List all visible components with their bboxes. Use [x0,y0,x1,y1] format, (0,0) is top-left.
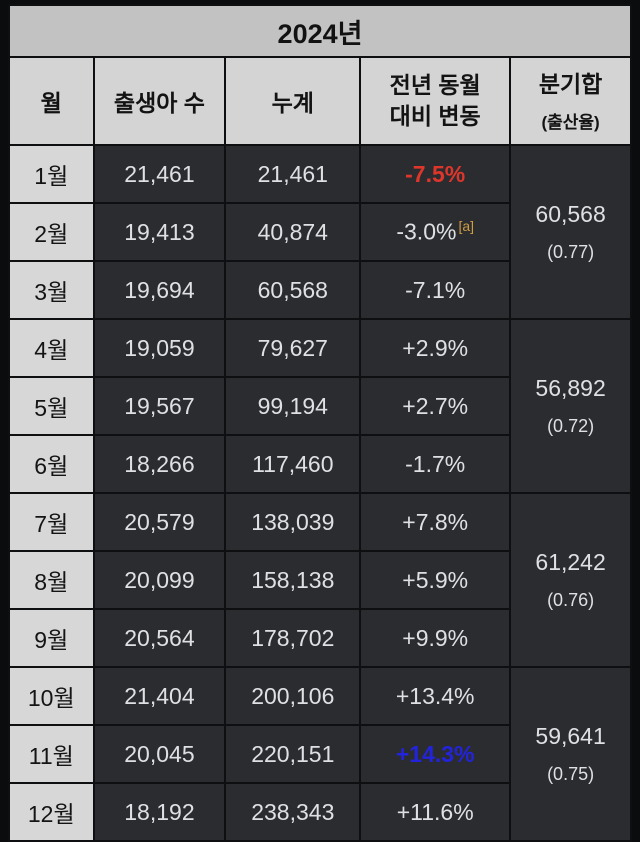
table-row-oct: 10월 21,404 200,106 +13.4% 59,641 (0.75) [8,666,632,842]
quarter-header-line1: 분기합 [538,70,603,97]
table-row-mar: 3월 19,694 60,568 -7.1% [8,260,631,320]
cumulative-cell: 238,343 [224,782,362,842]
table-row-may: 5월 19,567 99,194 +2.7% [8,376,631,436]
month-cell: 5월 [8,376,95,436]
births-cell: 19,413 [92,202,227,262]
quarter-birth-rate: (0.77) [547,242,595,262]
births-cell: 20,579 [92,492,227,552]
cumulative-cell: 99,194 [224,376,362,436]
month-cell: 6월 [8,434,95,494]
cumulative-cell: 178,702 [224,608,362,668]
quarter-birth-rate: (0.76) [547,590,595,610]
cumulative-cell: 60,568 [224,260,362,320]
yoy-change-cell: +5.9% [359,550,512,610]
col-header-quarter-total: 분기합 (출산율) [509,56,632,146]
quarter-birth-rate: (0.72) [547,416,595,436]
yoy-change-cell: -1.7% [359,434,512,494]
births-cell: 18,192 [92,782,227,842]
month-cell: 2월 [8,202,95,262]
table-row-jul: 7월 20,579 138,039 +7.8% 61,242 (0.76) [8,492,632,668]
yoy-header-line1: 전년 동월 [389,71,481,98]
month-cell: 1월 [8,144,95,204]
table-row-jan: 1월 21,461 21,461 -7.5% 60,568 (0.77) [8,144,632,320]
quarter-total-cell-q2: 56,892 (0.72) [509,318,632,494]
header-row: 월 출생아 수 누계 전년 동월 대비 변동 분기합 (출산율) [8,56,632,146]
cumulative-cell: 117,460 [224,434,362,494]
quarter-birth-rate: (0.75) [547,764,595,784]
table-row-jun: 6월 18,266 117,460 -1.7% [8,434,631,494]
cumulative-cell: 40,874 [224,202,362,262]
yoy-change-cell: -3.0% [a] [359,202,512,262]
yoy-change-cell: +9.9% [359,608,512,668]
births-cell: 21,404 [92,666,227,726]
month-cell: 9월 [8,608,95,668]
births-cell: 19,059 [92,318,227,378]
yoy-change-cell: -7.1% [359,260,512,320]
table-row-aug: 8월 20,099 158,138 +5.9% [8,550,631,610]
births-cell: 19,567 [92,376,227,436]
col-header-births: 출생아 수 [92,56,227,146]
table-row-sep: 9월 20,564 178,702 +9.9% [8,608,631,668]
col-header-yoy-change: 전년 동월 대비 변동 [359,56,512,146]
births-cell: 20,564 [92,608,227,668]
quarter-total-value: 59,641 [535,723,606,749]
cumulative-cell: 79,627 [224,318,362,378]
yoy-change-cell: +2.9% [359,318,512,378]
yoy-change-cell: +14.3% [359,724,512,784]
births-cell: 20,045 [92,724,227,784]
month-cell: 10월 [8,666,95,726]
col-header-month: 월 [8,56,95,146]
quarter-total-value: 56,892 [535,375,606,401]
quarter-header-line2: (출산율) [541,113,600,133]
cumulative-cell: 138,039 [224,492,362,552]
table-row-nov: 11월 20,045 220,151 +14.3% [8,724,631,784]
births-cell: 19,694 [92,260,227,320]
month-cell: 12월 [8,782,95,842]
yoy-change-cell: -7.5% [359,144,512,204]
cumulative-cell: 21,461 [224,144,362,204]
yoy-change-value: -3.0% [396,218,457,245]
births-cell: 20,099 [92,550,227,610]
table-row-feb: 2월 19,413 40,874 -3.0% [a] [8,202,631,262]
cumulative-cell: 158,138 [224,550,362,610]
yoy-change-cell: +2.7% [359,376,512,436]
table-title: 2024년 [8,4,632,58]
month-cell: 3월 [8,260,95,320]
birth-stats-table: 2024년 월 출생아 수 누계 전년 동월 대비 변동 분기합 (출산율) 1… [8,4,632,842]
col-header-cumulative: 누계 [224,56,362,146]
month-cell: 11월 [8,724,95,784]
yoy-header-line2: 대비 변동 [389,103,481,129]
births-cell: 21,461 [92,144,227,204]
yoy-change-cell: +11.6% [359,782,512,842]
month-cell: 4월 [8,318,95,378]
table-row-apr: 4월 19,059 79,627 +2.9% 56,892 (0.72) [8,318,632,494]
table-row-dec: 12월 18,192 238,343 +11.6% [8,782,631,842]
cumulative-cell: 200,106 [224,666,362,726]
month-cell: 8월 [8,550,95,610]
quarter-total-cell-q3: 61,242 (0.76) [509,492,632,668]
quarter-total-value: 60,568 [535,201,606,227]
yoy-change-cell: +13.4% [359,666,512,726]
yoy-change-cell: +7.8% [359,492,512,552]
title-row: 2024년 [8,4,632,58]
cumulative-cell: 220,151 [224,724,362,784]
quarter-total-cell-q1: 60,568 (0.77) [509,144,632,320]
footnote-a-link[interactable]: [a] [458,218,475,235]
quarter-total-value: 61,242 [535,549,606,575]
quarter-total-cell-q4: 59,641 (0.75) [509,666,632,842]
month-cell: 7월 [8,492,95,552]
births-cell: 18,266 [92,434,227,494]
